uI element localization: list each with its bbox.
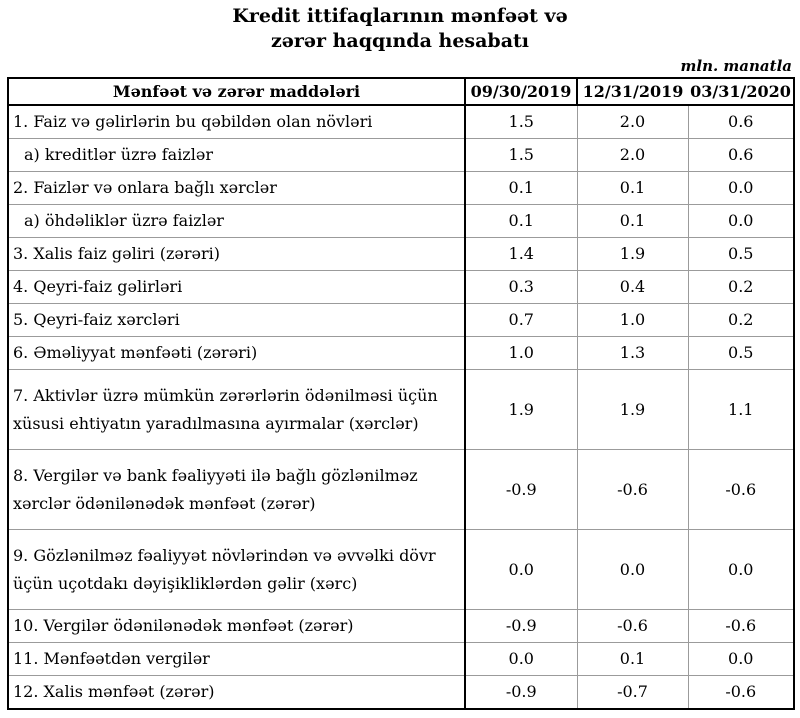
row-label: a) öhdəliklər üzrə faizlər xyxy=(8,204,465,238)
row-label: 5. Qeyri-faiz xərcləri xyxy=(8,303,465,337)
row-value-1: 1.0 xyxy=(464,336,577,370)
row-value-3: 0.5 xyxy=(687,336,794,370)
row-value-3: -0.6 xyxy=(687,609,794,643)
row-label: 3. Xalis faiz gəliri (zərəri) xyxy=(8,237,465,271)
row-value-1: 1.5 xyxy=(464,138,577,172)
row-label: 11. Mənfəətdən vergilər xyxy=(8,642,465,676)
row-label: 8. Vergilər və bank fəaliyyəti ilə bağlı… xyxy=(8,449,465,530)
row-value-2: 0.1 xyxy=(576,204,688,238)
table-row: 11. Mənfəətdən vergilər 0.0 0.1 0.0 xyxy=(8,642,794,676)
row-value-1: 0.0 xyxy=(464,642,577,676)
row-value-2: 1.9 xyxy=(576,369,688,450)
report-title: Kredit ittifaqlarının mənfəət və zərər h… xyxy=(0,0,800,54)
row-label: 4. Qeyri-faiz gəlirləri xyxy=(8,270,465,304)
table-row: 7. Aktivlər üzrə mümkün zərərlərin ödəni… xyxy=(8,369,794,450)
row-value-1: -0.9 xyxy=(464,609,577,643)
table-row: 3. Xalis faiz gəliri (zərəri) 1.4 1.9 0.5 xyxy=(8,237,794,271)
table-row: a) öhdəliklər üzrə faizlər 0.1 0.1 0.0 xyxy=(8,204,794,238)
row-value-3: 0.6 xyxy=(687,138,794,172)
row-value-3: 0.0 xyxy=(687,171,794,205)
table-row: 2. Faizlər və onlara bağlı xərclər 0.1 0.1… xyxy=(8,171,794,205)
row-label: 7. Aktivlər üzrə mümkün zərərlərin ödəni… xyxy=(8,369,465,450)
row-value-3: 0.2 xyxy=(687,270,794,304)
row-value-1: 0.1 xyxy=(464,171,577,205)
table-row: 8. Vergilər və bank fəaliyyəti ilə bağlı… xyxy=(8,449,794,530)
row-label: 10. Vergilər ödənilənədək mənfəət (zərər… xyxy=(8,609,465,643)
row-value-1: 0.0 xyxy=(464,529,577,610)
table-row: 12. Xalis mənfəət (zərər) -0.9 -0.7 -0.6 xyxy=(8,675,794,709)
row-label: a) kreditlər üzrə faizlər xyxy=(8,138,465,172)
table-row: 10. Vergilər ödənilənədək mənfəət (zərər… xyxy=(8,609,794,643)
row-value-3: 0.0 xyxy=(687,529,794,610)
row-value-3: -0.6 xyxy=(687,449,794,530)
row-value-2: 1.3 xyxy=(576,336,688,370)
row-value-1: 0.7 xyxy=(464,303,577,337)
row-value-1: 0.3 xyxy=(464,270,577,304)
table-row: 4. Qeyri-faiz gəlirləri 0.3 0.4 0.2 xyxy=(8,270,794,304)
row-value-2: -0.6 xyxy=(576,609,688,643)
items-column-header: Mənfəət və zərər maddələri xyxy=(8,78,465,106)
row-value-1: 1.5 xyxy=(464,104,577,139)
row-value-2: 2.0 xyxy=(576,104,688,139)
row-value-1: -0.9 xyxy=(464,449,577,530)
table-header-row: Mənfəət və zərər maddələri 09/30/2019 12… xyxy=(8,78,794,106)
row-value-2: 0.4 xyxy=(576,270,688,304)
column-header-date-2: 12/31/2019 xyxy=(576,78,688,106)
row-value-3: 1.1 xyxy=(687,369,794,450)
row-value-3: 0.0 xyxy=(687,642,794,676)
row-value-3: -0.6 xyxy=(687,675,794,709)
row-label: 2. Faizlər və onlara bağlı xərclər xyxy=(8,171,465,205)
table-row: 1. Faiz və gəlirlərin bu qəbildən olan n… xyxy=(8,104,794,139)
row-value-2: 0.0 xyxy=(576,529,688,610)
report-title-line2: zərər haqqında hesabatı xyxy=(270,30,530,52)
report-title-line1: Kredit ittifaqlarının mənfəət və xyxy=(232,5,568,27)
row-label: 9. Gözlənilməz fəaliyyət növlərindən və … xyxy=(8,529,465,610)
table-row: 9. Gözlənilməz fəaliyyət növlərindən və … xyxy=(8,529,794,610)
row-value-2: 0.1 xyxy=(576,171,688,205)
row-label: 6. Əməliyyat mənfəəti (zərəri) xyxy=(8,336,465,370)
row-value-3: 0.0 xyxy=(687,204,794,238)
column-header-date-3: 03/31/2020 xyxy=(688,78,794,106)
unit-note: mln. manatla xyxy=(680,57,792,75)
column-header-date-1: 09/30/2019 xyxy=(464,78,577,106)
row-value-3: 0.6 xyxy=(687,104,794,139)
table-row: a) kreditlər üzrə faizlər 1.5 2.0 0.6 xyxy=(8,138,794,172)
row-label: 12. Xalis mənfəət (zərər) xyxy=(8,675,465,709)
profit-loss-table: Mənfəət və zərər maddələri 09/30/2019 12… xyxy=(7,77,795,710)
row-value-2: 1.0 xyxy=(576,303,688,337)
row-value-3: 0.5 xyxy=(687,237,794,271)
row-value-1: -0.9 xyxy=(464,675,577,709)
row-value-1: 1.4 xyxy=(464,237,577,271)
table-row: 5. Qeyri-faiz xərcləri 0.7 1.0 0.2 xyxy=(8,303,794,337)
row-value-2: 1.9 xyxy=(576,237,688,271)
row-value-2: 0.1 xyxy=(576,642,688,676)
row-value-1: 1.9 xyxy=(464,369,577,450)
row-label: 1. Faiz və gəlirlərin bu qəbildən olan n… xyxy=(8,104,465,139)
row-value-2: -0.6 xyxy=(576,449,688,530)
row-value-3: 0.2 xyxy=(687,303,794,337)
row-value-1: 0.1 xyxy=(464,204,577,238)
table-row: 6. Əməliyyat mənfəəti (zərəri) 1.0 1.3 0.5 xyxy=(8,336,794,370)
row-value-2: 2.0 xyxy=(576,138,688,172)
row-value-2: -0.7 xyxy=(576,675,688,709)
